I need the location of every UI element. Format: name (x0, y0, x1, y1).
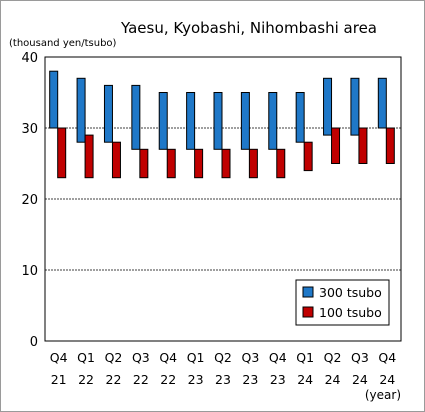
bar-300-tsubo-5 (186, 92, 196, 150)
legend: 300 tsubo 100 tsubo (295, 279, 390, 326)
y-tick-label: 20 (21, 193, 38, 208)
bar-300-tsubo-6 (213, 92, 223, 150)
x-tick-year: 22 (106, 372, 122, 387)
y-tick-label: 30 (21, 122, 38, 137)
bar-300-tsubo-4 (158, 92, 168, 150)
x-tick-quarter: Q1 (187, 350, 205, 365)
x-tick-quarter: Q4 (269, 350, 287, 365)
bar-300-tsubo-0 (49, 70, 59, 129)
x-tick-year: 22 (133, 372, 149, 387)
bar-100-tsubo-7 (248, 148, 258, 179)
bar-300-tsubo-2 (103, 84, 113, 143)
bar-300-tsubo-3 (131, 84, 141, 150)
x-tick-quarter: Q2 (214, 350, 232, 365)
bar-100-tsubo-11 (358, 127, 368, 164)
y-axis-unit-label: (thousand yen/tsubo) (9, 38, 117, 49)
x-tick-quarter: Q4 (159, 350, 177, 365)
chart-title: Yaesu, Kyobashi, Nihombashi area (120, 19, 377, 37)
x-tick-year: 24 (297, 372, 313, 387)
x-tick-quarter: Q4 (50, 350, 68, 365)
bar-100-tsubo-5 (194, 148, 204, 179)
x-tick-quarter: Q1 (296, 350, 314, 365)
x-tick-quarter: Q1 (77, 350, 95, 365)
x-tick-year: 23 (215, 372, 231, 387)
legend-swatch-100-tsubo (302, 306, 314, 318)
bar-300-tsubo-11 (350, 77, 360, 136)
bar-100-tsubo-12 (385, 127, 395, 164)
grid-lines (45, 127, 401, 271)
x-tick-quarter: Q2 (324, 350, 342, 365)
bar-300-tsubo-1 (76, 77, 86, 143)
bar-300-tsubo-10 (323, 77, 333, 136)
bar-100-tsubo-10 (331, 127, 341, 164)
y-tick-label: 0 (30, 335, 38, 350)
x-tick-year: 23 (242, 372, 258, 387)
y-tick-label: 10 (21, 264, 38, 279)
x-tick-year: 24 (352, 372, 368, 387)
x-tick-year: 24 (379, 372, 395, 387)
bars (49, 70, 395, 179)
x-tick-year: 21 (51, 372, 67, 387)
y-axis-tick-labels: 0 10 20 30 40 (21, 51, 38, 350)
bar-100-tsubo-3 (139, 148, 149, 179)
x-axis-tick-labels: Q4 21 Q1 22 Q2 22 Q3 22 Q4 22 Q1 23 Q2 23 Q3 23 Q4 23 Q1 24… (50, 350, 396, 387)
x-tick-quarter: Q3 (132, 350, 150, 365)
x-tick-year: 23 (270, 372, 286, 387)
plot-area-border (44, 56, 402, 342)
x-tick-quarter: Q3 (351, 350, 369, 365)
bar-100-tsubo-4 (166, 148, 176, 179)
bar-100-tsubo-6 (221, 148, 231, 179)
bar-100-tsubo-2 (111, 141, 121, 179)
bar-300-tsubo-9 (295, 92, 305, 143)
legend-swatch-300-tsubo (302, 286, 314, 298)
bar-100-tsubo-8 (276, 148, 286, 179)
x-tick-quarter: Q3 (241, 350, 259, 365)
legend-label-300-tsubo: 300 tsubo (319, 285, 382, 300)
legend-label-100-tsubo: 100 tsubo (319, 305, 382, 320)
x-tick-year: 24 (325, 372, 341, 387)
x-tick-year: 23 (188, 372, 204, 387)
bar-100-tsubo-9 (303, 141, 313, 172)
x-tick-year: 22 (78, 372, 94, 387)
x-tick-quarter: Q2 (105, 350, 123, 365)
bar-300-tsubo-8 (268, 92, 278, 150)
bar-300-tsubo-12 (377, 77, 387, 129)
bar-100-tsubo-0 (57, 127, 67, 179)
bar-100-tsubo-1 (84, 134, 94, 179)
x-tick-quarter: Q4 (378, 350, 396, 365)
x-tick-year: 22 (160, 372, 176, 387)
x-axis-unit-label: (year) (365, 388, 401, 402)
y-tick-label: 40 (21, 51, 38, 66)
bar-300-tsubo-7 (240, 92, 250, 150)
